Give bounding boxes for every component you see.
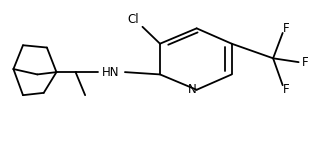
- Text: HN: HN: [102, 66, 119, 79]
- Text: F: F: [302, 56, 308, 69]
- Text: N: N: [188, 83, 196, 96]
- Text: Cl: Cl: [127, 13, 139, 26]
- Text: F: F: [283, 83, 289, 96]
- Text: F: F: [283, 22, 289, 35]
